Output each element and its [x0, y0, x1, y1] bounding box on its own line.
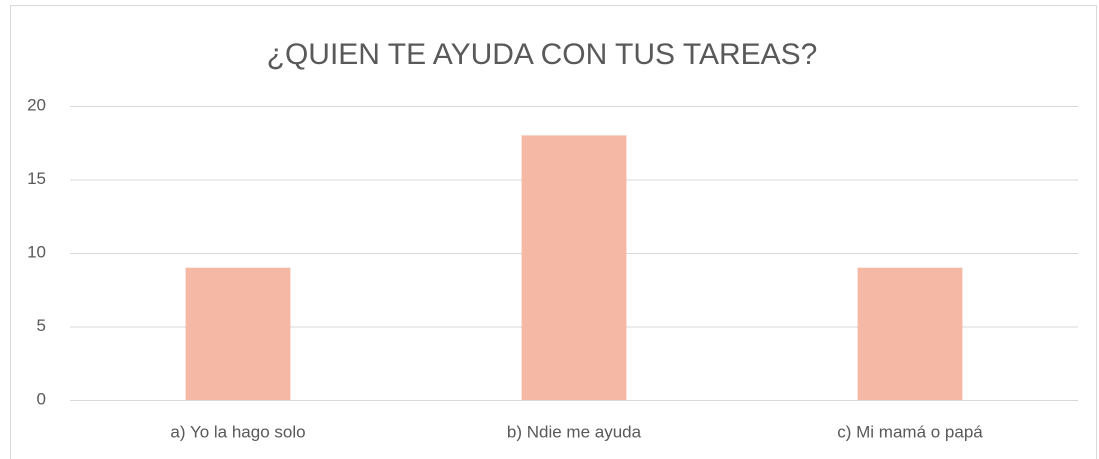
y-tick-label: 10 — [27, 242, 46, 261]
y-tick-label: 0 — [37, 389, 46, 408]
y-tick-label: 5 — [37, 316, 46, 335]
bar — [857, 267, 963, 400]
x-tick-label: c) Mi mamá o papá — [837, 422, 983, 441]
bar — [521, 135, 627, 400]
x-tick-label: a) Yo la hago solo — [170, 422, 305, 441]
y-tick-label: 20 — [27, 95, 46, 114]
y-tick-label: 15 — [27, 169, 46, 188]
chart-title: ¿QUIEN TE AYUDA CON TUS TAREAS? — [267, 38, 818, 71]
bar — [185, 267, 291, 400]
x-tick-label: b) Ndie me ayuda — [507, 422, 642, 441]
